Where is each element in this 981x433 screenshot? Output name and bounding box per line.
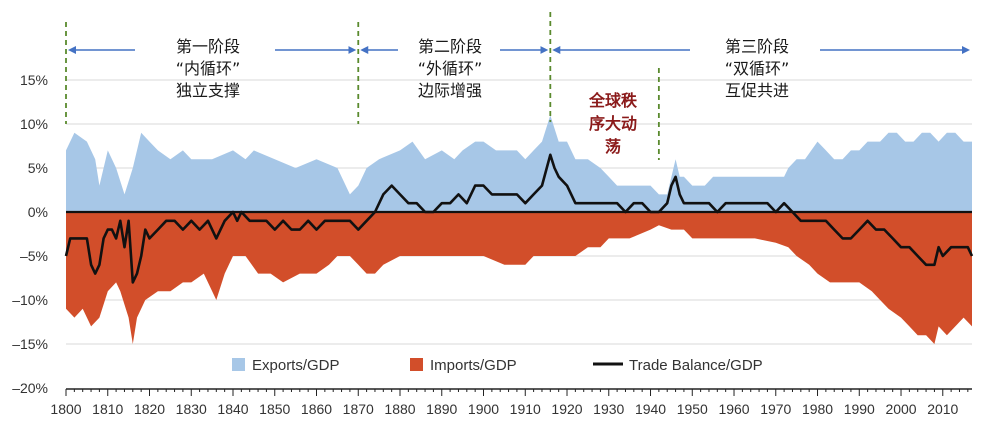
phase-title: 第一阶段 (176, 37, 240, 56)
x-tick-label: 2010 (927, 401, 958, 417)
x-tick-label: 1930 (593, 401, 624, 417)
phase-subtitle: “内循环” (176, 59, 241, 78)
y-tick-label: 0% (28, 204, 48, 220)
trade-balance-line (64, 153, 974, 284)
phase-title: 第三阶段 (725, 37, 789, 56)
legend-layer: Exports/GDP Imports/GDP Trade Balance/GDP (232, 357, 763, 374)
x-tick-label: 1990 (844, 401, 875, 417)
x-tick-label: 1910 (510, 401, 541, 417)
phase-description: 互促共进 (725, 81, 789, 100)
x-tick-label: 2000 (885, 401, 916, 417)
x-tick-label: 1900 (468, 401, 499, 417)
y-tick-label: 5% (28, 160, 48, 176)
turmoil-annotation-text: 序大动 (589, 114, 637, 133)
x-tick-label: 1950 (677, 401, 708, 417)
legend-swatch (410, 358, 423, 371)
x-tick-label: 1920 (551, 401, 582, 417)
phase-subtitle: “外循环” (418, 59, 483, 78)
phase-description: 边际增强 (418, 81, 482, 100)
x-tick-label: 1980 (802, 401, 833, 417)
x-tick-label: 1840 (217, 401, 248, 417)
x-tick-label: 1810 (92, 401, 123, 417)
x-tick-label: 1940 (635, 401, 666, 417)
x-tick-label: 1880 (384, 401, 415, 417)
x-tick-label: 1890 (426, 401, 457, 417)
legend-label: Imports/GDP (430, 357, 517, 374)
legend-label: Exports/GDP (252, 357, 340, 374)
imports-area (66, 212, 972, 344)
legend-label: Trade Balance/GDP (629, 357, 763, 374)
x-tick-label: 1850 (259, 401, 290, 417)
y-tick-label: –10% (12, 292, 48, 308)
area-layer (66, 115, 972, 344)
phase-subtitle: “双循环” (725, 59, 790, 78)
axis-layer: 15% 10% 5% 0% –5% –10% –15% –20%1800 1810 1820 183… (12, 72, 972, 417)
x-tick-label: 1960 (718, 401, 749, 417)
x-tick-label: 1800 (50, 401, 81, 417)
turmoil-annotation-text: 全球秩 (588, 91, 638, 110)
x-tick-label: 1830 (176, 401, 207, 417)
y-tick-label: –15% (12, 336, 48, 352)
x-tick-label: 1820 (134, 401, 165, 417)
y-tick-label: 10% (20, 116, 48, 132)
x-tick-label: 1860 (301, 401, 332, 417)
x-tick-label: 1970 (760, 401, 791, 417)
phase-description: 独立支撑 (176, 81, 240, 100)
phase-title: 第二阶段 (418, 37, 482, 56)
y-tick-label: 15% (20, 72, 48, 88)
y-tick-label: –20% (12, 380, 48, 396)
annotation-layer: 第一阶段 “内循环” 独立支撑 第二阶段 “外循环” 边际增强 第三阶段 “双循环” 互促共进全… (65, 12, 970, 160)
exports-area (66, 115, 972, 212)
turmoil-annotation-text: 荡 (605, 137, 621, 156)
legend-swatch (232, 358, 245, 371)
line-layer (64, 153, 974, 284)
x-tick-label: 1870 (343, 401, 374, 417)
y-tick-label: –5% (20, 248, 48, 264)
